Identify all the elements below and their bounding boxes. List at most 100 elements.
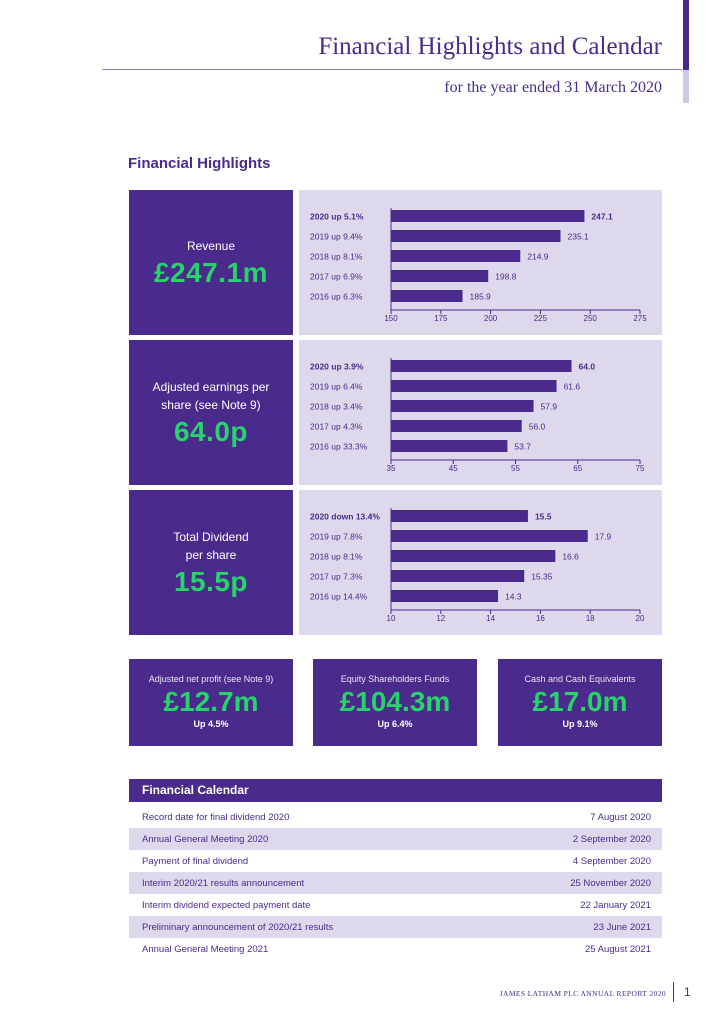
tick-label: 65: [573, 464, 582, 473]
data-label: 17.9: [595, 532, 612, 542]
box-change: Up 9.1%: [562, 719, 598, 729]
bar: [391, 550, 556, 562]
box-label: Equity Shareholders Funds: [340, 674, 450, 684]
category-label: 2018 up 8.1%: [310, 552, 363, 562]
calendar-row: Payment of final dividend 4 September 20…: [129, 850, 662, 872]
bar: [391, 440, 508, 452]
tick-label: 75: [636, 464, 645, 473]
bar: [391, 290, 463, 302]
calendar-date: 25 November 2020: [570, 877, 651, 889]
data-label: 14.3: [505, 592, 522, 602]
tick-label: 275: [633, 314, 647, 323]
calendar-row: Preliminary announcement of 2020/21 resu…: [129, 916, 662, 938]
tick-label: 20: [636, 614, 645, 623]
calendar-date: 22 January 2021: [580, 899, 651, 911]
category-label: 2017 up 4.3%: [310, 422, 363, 432]
calendar-event: Annual General Meeting 2021: [142, 943, 269, 955]
category-label: 2016 up 14.4%: [310, 592, 368, 602]
category-label: 2016 up 33.3%: [310, 442, 368, 452]
category-label: 2016 up 6.3%: [310, 292, 363, 302]
data-label: 64.0: [579, 362, 596, 372]
bar: [391, 380, 557, 392]
footer-report-name: JAMES LATHAM PLC ANNUAL REPORT 2020: [499, 989, 666, 998]
tick-label: 45: [449, 464, 458, 473]
revenue-bar-chart: 2020 up 5.1% 247.1 2019 up 9.4% 235.1 2018 u…: [310, 208, 647, 323]
category-label: 2020 up 3.9%: [310, 362, 364, 372]
side-accent-bar-light: [683, 70, 689, 103]
bar: [391, 400, 534, 412]
bar: [391, 570, 525, 582]
bar: [391, 420, 522, 432]
kpi-revenue: Revenue £247.1m: [129, 190, 293, 335]
eps-bar-chart: 2020 up 3.9% 64.0 2019 up 6.4% 61.6 2018 up …: [310, 358, 645, 473]
calendar-date: 7 August 2020: [590, 811, 651, 823]
category-label: 2019 up 7.8%: [310, 532, 363, 542]
side-accent-bar: [683, 0, 689, 70]
calendar-row: Interim 2020/21 results announcement 25 …: [129, 872, 662, 894]
page-title: Financial Highlights and Calendar: [318, 33, 662, 60]
calendar-event: Record date for final dividend 2020: [142, 811, 290, 823]
calendar-date: 4 September 2020: [572, 855, 651, 867]
category-label: 2017 up 7.3%: [310, 572, 363, 582]
category-label: 2019 up 9.4%: [310, 232, 363, 242]
tick-label: 16: [536, 614, 545, 623]
tick-label: 35: [387, 464, 396, 473]
box-equity: Equity Shareholders Funds £104.3m Up 6.4…: [313, 659, 477, 746]
calendar-event: Interim 2020/21 results announcement: [142, 877, 305, 889]
box-change: Up 6.4%: [377, 719, 413, 729]
box-net-profit: Adjusted net profit (see Note 9) £12.7m …: [129, 659, 293, 746]
box-value: £17.0m: [532, 686, 628, 717]
category-label: 2019 up 6.4%: [310, 382, 363, 392]
category-label: 2017 up 6.9%: [310, 272, 363, 282]
footer-divider: [673, 982, 674, 1002]
data-label: 15.35: [531, 572, 553, 582]
calendar-event: Interim dividend expected payment date: [142, 899, 311, 911]
data-label: 57.9: [541, 402, 558, 412]
kpi-value: £247.1m: [153, 256, 269, 288]
data-label: 56.0: [529, 422, 546, 432]
box-value: £12.7m: [163, 686, 259, 717]
data-label: 214.9: [527, 252, 549, 262]
category-label: 2018 up 8.1%: [310, 252, 363, 262]
category-label: 2020 up 5.1%: [310, 212, 364, 222]
bar: [391, 590, 499, 602]
bar: [391, 230, 561, 242]
kpi-value: 15.5p: [173, 565, 249, 597]
bar: [391, 210, 585, 222]
box-change: Up 4.5%: [193, 719, 229, 729]
kpi-label: Revenue: [186, 238, 236, 253]
bar: [391, 510, 528, 522]
bar: [391, 530, 588, 542]
dividend-bar-chart: 2020 down 13.4% 15.5 2019 up 7.8% 17.9 2018 …: [310, 508, 645, 623]
tick-label: 14: [486, 614, 495, 623]
bar: [391, 250, 521, 262]
tick-label: 12: [436, 614, 445, 623]
kpi-label: Adjusted earnings per share (see Note 9): [152, 379, 270, 412]
calendar-event: Preliminary announcement of 2020/21 resu…: [142, 921, 334, 933]
page-subtitle: for the year ended 31 March 2020: [444, 79, 662, 96]
data-label: 235.1: [568, 232, 590, 242]
page-number: 1: [684, 985, 691, 999]
bar: [391, 360, 572, 372]
box-cash: Cash and Cash Equivalents £17.0m Up 9.1%: [498, 659, 662, 746]
highlights-heading: Financial Highlights: [128, 155, 271, 172]
calendar-date: 25 August 2021: [584, 943, 651, 955]
calendar-row: Annual General Meeting 2021 25 August 20…: [129, 938, 662, 960]
calendar-row: Annual General Meeting 2020 2 September …: [129, 828, 662, 850]
tick-label: 250: [584, 314, 598, 323]
calendar-event: Payment of final dividend: [142, 855, 249, 867]
data-label: 185.9: [470, 292, 492, 302]
calendar-event: Annual General Meeting 2020: [142, 833, 269, 845]
kpi-eps: Adjusted earnings per share (see Note 9)…: [129, 340, 293, 485]
box-label: Cash and Cash Equivalents: [524, 674, 636, 684]
chart-revenue: 2020 up 5.1% 247.1 2019 up 9.4% 235.1 2018 u…: [299, 190, 662, 335]
calendar-row: Interim dividend expected payment date 2…: [129, 894, 662, 916]
bar: [391, 270, 489, 282]
tick-label: 225: [534, 314, 548, 323]
data-label: 16.6: [562, 552, 579, 562]
calendar-date: 23 June 2021: [593, 921, 651, 933]
kpi-label: Total Dividend per share: [173, 529, 249, 562]
data-label: 61.6: [564, 382, 581, 392]
box-value: £104.3m: [339, 686, 451, 717]
calendar-heading: Financial Calendar: [129, 779, 662, 802]
